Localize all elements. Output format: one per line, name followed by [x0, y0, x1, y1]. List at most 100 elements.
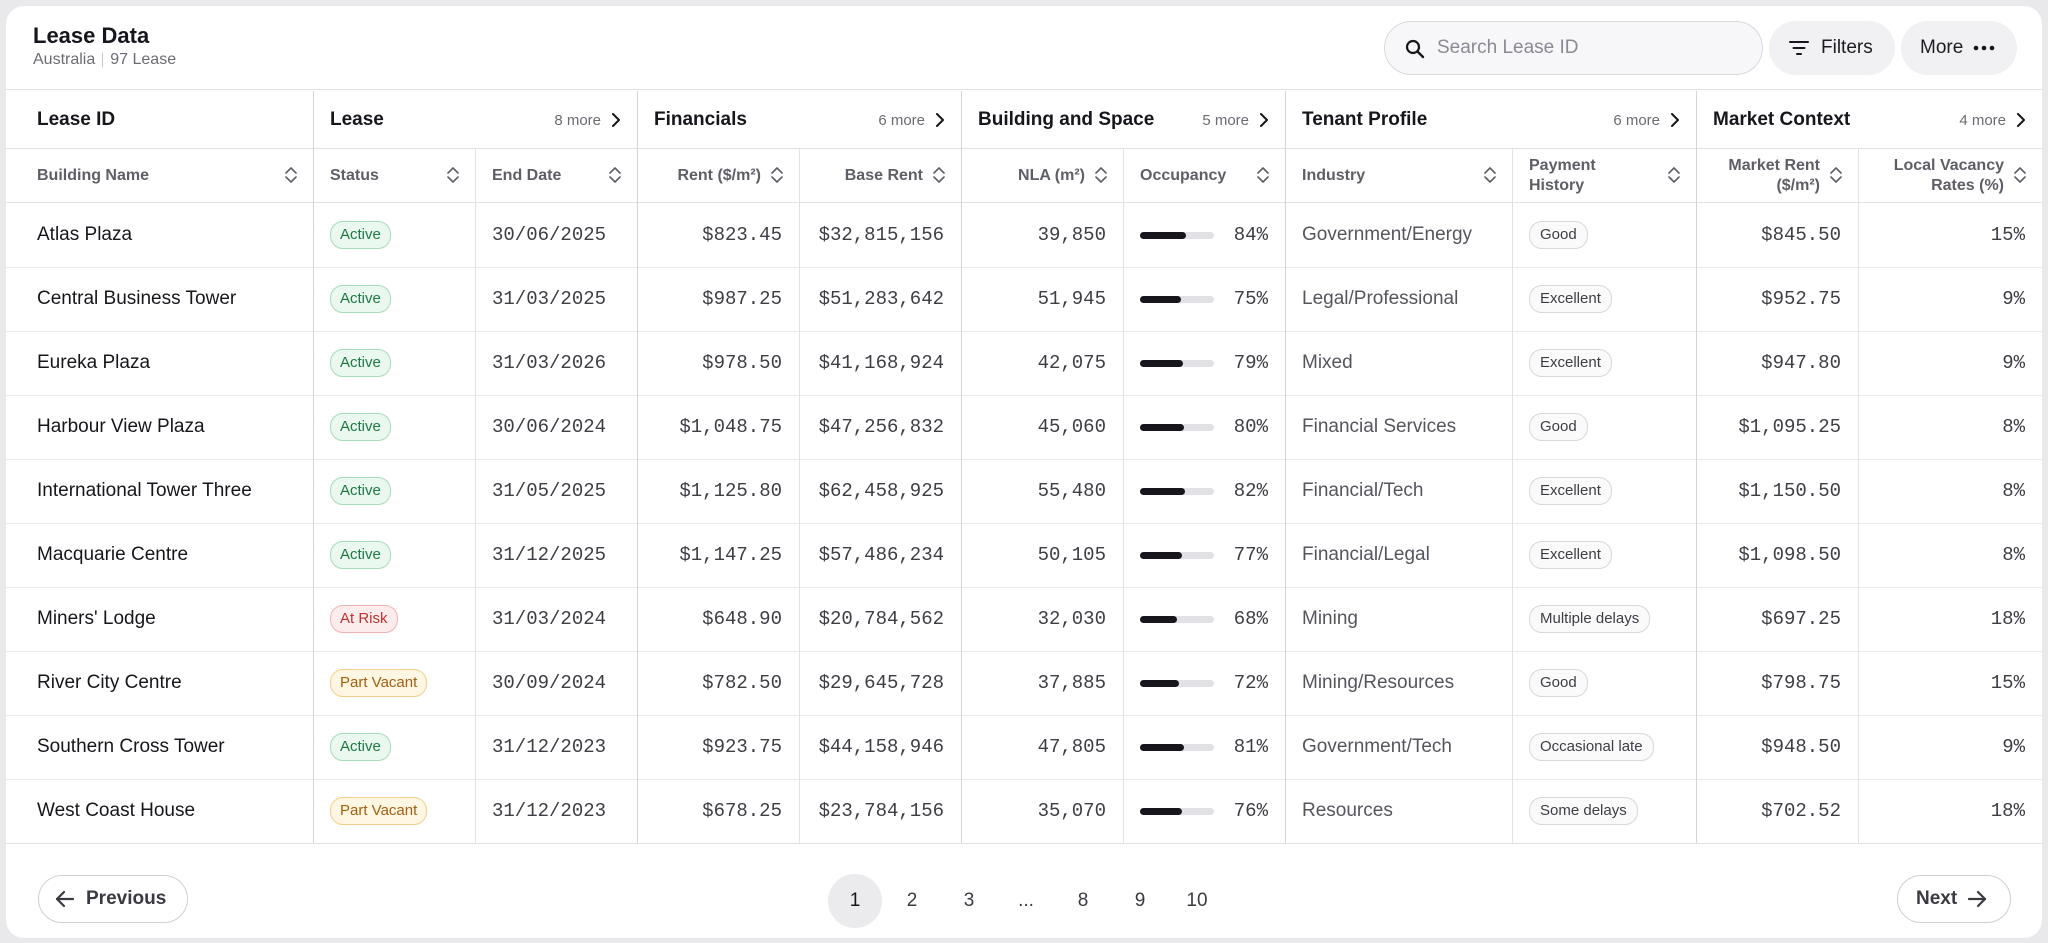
- status-cell: Active: [313, 331, 475, 395]
- occupancy-percent: 76%: [1233, 800, 1268, 822]
- sort-icon[interactable]: [1095, 166, 1107, 184]
- table-row[interactable]: West Coast House Part Vacant 31/12/2023 $67…: [6, 779, 2042, 843]
- table-row[interactable]: Harbour View Plaza Active 30/06/2024 $1,048…: [6, 395, 2042, 459]
- sort-icon[interactable]: [447, 166, 459, 184]
- rent-cell: $782.50: [637, 651, 799, 715]
- column-header-industry[interactable]: Industry: [1285, 149, 1512, 203]
- occupancy-cell: 76%: [1123, 779, 1285, 843]
- sort-icon[interactable]: [1484, 166, 1496, 184]
- column-header-vacancy[interactable]: Local Vacancy Rates (%): [1858, 149, 2042, 203]
- payment-history-cell: Excellent: [1512, 331, 1696, 395]
- column-header-label: NLA (m²): [1018, 167, 1085, 184]
- status-badge: Active: [330, 349, 391, 377]
- column-group-label: Market Context: [1713, 108, 1851, 130]
- arrow-right-icon: [1968, 890, 1987, 908]
- occupancy-cell: 79%: [1123, 331, 1285, 395]
- page-button-2[interactable]: 2: [906, 890, 918, 911]
- column-group-building-and-space[interactable]: Building and Space 5 more: [961, 91, 1285, 149]
- building-name: Macquarie Centre: [37, 544, 189, 565]
- page-button-1[interactable]: 1: [828, 874, 882, 928]
- search-input[interactable]: [1437, 22, 1747, 74]
- vacancy-rate-cell: 8%: [1858, 395, 2042, 459]
- building-name: Central Business Tower: [37, 288, 237, 309]
- rent-cell: $678.25: [637, 779, 799, 843]
- building-name-cell: West Coast House: [6, 779, 313, 843]
- column-header-building[interactable]: Building Name: [6, 149, 313, 203]
- row-divider: [6, 395, 2042, 396]
- page-button-3[interactable]: 3: [963, 890, 975, 911]
- column-header-rent[interactable]: Rent ($/m²): [637, 149, 799, 203]
- column-header-nla[interactable]: NLA (m²): [961, 149, 1123, 203]
- rent-cell: $648.90: [637, 587, 799, 651]
- table-row[interactable]: Central Business Tower Active 31/03/2025 $9…: [6, 267, 2042, 331]
- sort-icon[interactable]: [1830, 166, 1842, 184]
- table-row[interactable]: Eureka Plaza Active 31/03/2026 $978.50 $41,1…: [6, 331, 2042, 395]
- page-button-9[interactable]: 9: [1134, 890, 1146, 911]
- table-row[interactable]: International Tower Three Active 31/05/202…: [6, 459, 2042, 523]
- column-header-base-rent[interactable]: Base Rent: [799, 149, 961, 203]
- search-box[interactable]: [1384, 21, 1763, 75]
- sort-icon[interactable]: [771, 166, 783, 184]
- nla-value: 37,885: [1037, 672, 1106, 694]
- next-button[interactable]: Next: [1897, 875, 2011, 923]
- market-rent-cell: $952.75: [1696, 267, 1858, 331]
- more-columns-link[interactable]: 6 more: [878, 91, 945, 149]
- more-button[interactable]: More: [1901, 21, 2017, 75]
- previous-button[interactable]: Previous: [38, 875, 188, 923]
- more-columns-link[interactable]: 5 more: [1202, 91, 1269, 149]
- more-columns-link[interactable]: 4 more: [1959, 91, 2026, 149]
- nla-value: 45,060: [1037, 416, 1106, 438]
- column-header-end-date[interactable]: End Date: [475, 149, 637, 203]
- column-group-financials[interactable]: Financials 6 more: [637, 91, 961, 149]
- column-divider: [799, 149, 800, 843]
- table-row[interactable]: River City Centre Part Vacant 30/09/2024 $7…: [6, 651, 2042, 715]
- column-group-tenant-profile[interactable]: Tenant Profile 6 more: [1285, 91, 1696, 149]
- column-header-status[interactable]: Status: [313, 149, 475, 203]
- table-row[interactable]: Miners' Lodge At Risk 31/03/2024 $648.90 $20…: [6, 587, 2042, 651]
- nla-cell: 32,030: [961, 587, 1123, 651]
- table-row[interactable]: Macquarie Centre Active 31/12/2025 $1,147.2…: [6, 523, 2042, 587]
- end-date-cell: 31/12/2025: [475, 523, 637, 587]
- nla-value: 32,030: [1037, 608, 1106, 630]
- payment-history-chip: Occasional late: [1529, 733, 1654, 761]
- more-columns-link[interactable]: 8 more: [554, 91, 621, 149]
- page-button-8[interactable]: 8: [1077, 890, 1089, 911]
- more-label: More: [1920, 37, 1964, 58]
- table-row[interactable]: Atlas Plaza Active 30/06/2025 $823.45 $32,81…: [6, 203, 2042, 267]
- row-divider: [6, 779, 2042, 780]
- occupancy-bar-fill: [1140, 679, 1179, 687]
- more-columns-count: 8 more: [554, 111, 601, 129]
- end-date-cell: 30/06/2025: [475, 203, 637, 267]
- payment-history-cell: Excellent: [1512, 459, 1696, 523]
- table-row[interactable]: Southern Cross Tower Active 31/12/2023 $923…: [6, 715, 2042, 779]
- sort-icon[interactable]: [609, 166, 621, 184]
- column-header-payment[interactable]: Payment History: [1512, 149, 1696, 203]
- column-group-market-context[interactable]: Market Context 4 more: [1696, 91, 2042, 149]
- end-date: 30/06/2024: [492, 416, 607, 438]
- column-group-lease[interactable]: Lease 8 more: [313, 91, 637, 149]
- sort-icon[interactable]: [933, 166, 945, 184]
- building-name: West Coast House: [37, 800, 196, 821]
- vacancy-rate-cell: 8%: [1858, 523, 2042, 587]
- rent-value: $678.25: [702, 800, 782, 822]
- column-header-occupancy[interactable]: Occupancy: [1123, 149, 1285, 203]
- more-columns-link[interactable]: 6 more: [1613, 91, 1680, 149]
- column-group-label: Financials: [654, 108, 747, 130]
- sort-icon[interactable]: [1257, 166, 1269, 184]
- column-header-market-rent[interactable]: Market Rent ($/m²): [1696, 149, 1858, 203]
- occupancy-percent: 79%: [1233, 352, 1268, 374]
- filters-button[interactable]: Filters: [1769, 21, 1895, 75]
- industry-name: Legal/Professional: [1302, 288, 1459, 309]
- base-rent-cell: $41,168,924: [799, 331, 961, 395]
- base-rent-cell: $32,815,156: [799, 203, 961, 267]
- status-badge: Active: [330, 477, 391, 505]
- sort-icon[interactable]: [285, 166, 297, 184]
- vacancy-rate-cell: 8%: [1858, 459, 2042, 523]
- vacancy-rate-cell: 9%: [1858, 715, 2042, 779]
- status-badge: Active: [330, 221, 391, 249]
- chevron-right-icon: [612, 113, 620, 127]
- base-rent-value: $51,283,642: [818, 288, 944, 310]
- sort-icon[interactable]: [2014, 166, 2026, 184]
- page-button-10[interactable]: 10: [1186, 890, 1208, 911]
- sort-icon[interactable]: [1668, 166, 1680, 184]
